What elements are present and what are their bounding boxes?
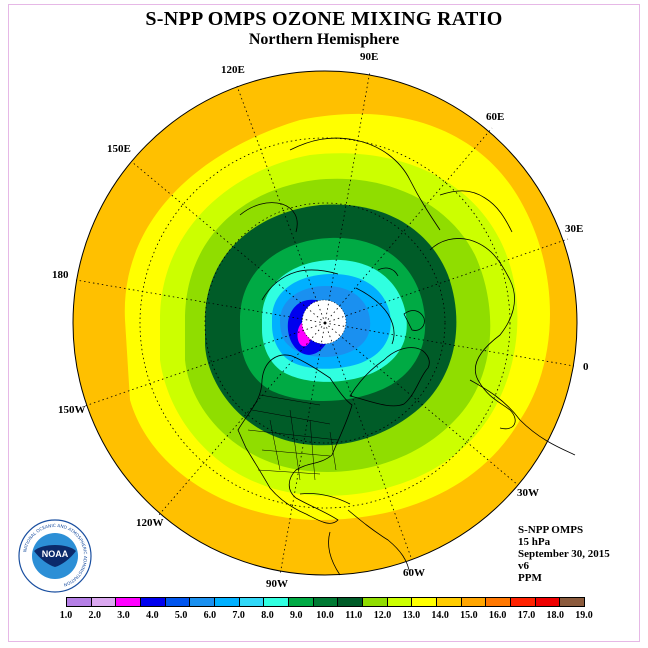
gulf-coast — [299, 493, 351, 505]
legend-tick-label: 15.0 — [460, 610, 478, 621]
legend-swatch — [189, 597, 215, 607]
siberia-coast — [355, 287, 395, 345]
legend-swatch — [115, 597, 141, 607]
asia-south-coast — [439, 190, 513, 233]
legend-swatch — [288, 597, 314, 607]
legend-swatch — [140, 597, 166, 607]
legend-tick-label: 10.0 — [316, 610, 334, 621]
legend-tick-label: 13.0 — [402, 610, 421, 621]
legend-tick-label: 3.0 — [117, 610, 130, 621]
info-instrument: S-NPP OMPS — [518, 524, 584, 536]
lon-label-60e: 60E — [486, 111, 504, 123]
legend-tick-label: 12.0 — [373, 610, 392, 621]
north-america-coast — [237, 354, 353, 524]
beringia-coast — [239, 202, 298, 233]
lon-label-150w: 150W — [58, 404, 86, 416]
lon-label-120w: 120W — [136, 517, 164, 529]
asia-east-coast — [289, 137, 441, 231]
ozone-field — [73, 71, 577, 575]
legend-swatch — [90, 597, 117, 607]
legend-tick-label: 5.0 — [174, 610, 188, 621]
info-date: September 30, 2015 — [518, 548, 610, 560]
legend-tick-label: 2.0 — [88, 610, 102, 621]
legend-tick-label: 16.0 — [488, 610, 507, 621]
legend-swatch — [485, 597, 511, 607]
south-america-coast — [328, 531, 341, 576]
legend-swatch — [238, 597, 265, 607]
coastlines — [237, 137, 576, 576]
meridian-120w — [157, 322, 326, 517]
legend-swatch — [510, 597, 536, 607]
lon-label-90w: 90W — [266, 578, 288, 590]
meridian-120e — [236, 85, 326, 324]
meridian-60w — [324, 322, 413, 561]
us-state-lines — [247, 394, 339, 481]
lon-label-60w: 60W — [403, 567, 425, 579]
info-units: PPM — [518, 572, 542, 584]
greenland-coast — [349, 347, 430, 407]
legend-swatch — [411, 597, 437, 607]
legend-tick-label: 9.0 — [289, 610, 303, 621]
legend-tick-label: 7.0 — [232, 610, 245, 621]
info-version: v6 — [518, 560, 529, 572]
lat-circle-60n — [204, 202, 446, 444]
lat-circle-30n — [139, 137, 511, 509]
graticule — [75, 70, 575, 576]
legend-swatch — [214, 597, 240, 607]
meridian-150e — [131, 161, 326, 324]
meridian-180 — [75, 279, 326, 324]
legend-swatch — [312, 597, 339, 607]
legend-swatch — [460, 597, 487, 607]
lon-label-30e: 30E — [565, 223, 583, 235]
novaya-zemlya-coast — [377, 267, 399, 277]
lon-label-150e: 150E — [107, 143, 131, 155]
map-frame — [8, 4, 640, 642]
africa-coast — [469, 379, 576, 456]
map-subtitle: Northern Hemisphere — [248, 31, 400, 48]
polar-no-data-dots — [301, 299, 347, 345]
color-legend — [66, 597, 585, 607]
legend-swatch — [559, 597, 585, 607]
legend-swatch — [534, 597, 561, 607]
legend-tick-label: 6.0 — [203, 610, 217, 621]
legend-swatch — [386, 597, 413, 607]
map-title: S-NPP OMPS OZONE MIXING RATIO — [145, 8, 503, 30]
legend-swatch — [362, 597, 388, 607]
legend-swatch — [337, 597, 363, 607]
state-borders — [247, 394, 339, 481]
legend-tick-label: 19.0 — [575, 610, 593, 621]
lon-label-120e: 120E — [221, 64, 245, 76]
legend-tick-label: 4.0 — [146, 610, 159, 621]
meridian-0 — [324, 322, 575, 367]
legend-tick-label: 11.0 — [345, 610, 363, 621]
info-pressure: 15 hPa — [518, 536, 551, 548]
lon-label-30w: 30W — [517, 487, 539, 499]
lon-label-90e: 90E — [360, 51, 378, 63]
noaa-logo: NATIONAL OCEANIC AND ATMOSPHERIC ADMINIS… — [18, 519, 92, 593]
arctic-coast — [261, 269, 339, 301]
legend-swatch — [263, 597, 289, 607]
logo-bird — [34, 545, 76, 567]
logo-text: NOAA — [42, 549, 69, 559]
meridian-30w — [324, 322, 519, 486]
lon-label-180: 180 — [52, 269, 69, 281]
legend-swatch — [436, 597, 462, 607]
legend-swatch — [66, 597, 92, 607]
europe-coast — [429, 238, 516, 430]
legend-tick-label: 18.0 — [546, 610, 564, 621]
lon-label-0: 0 — [583, 361, 589, 373]
longitude-labels: 90E 60E 30E 0 30W 60W 90W 120W 150W 180 … — [52, 51, 589, 590]
legend-tick-label: 8.0 — [261, 610, 274, 621]
legend-tick-label: 17.0 — [517, 610, 536, 621]
svalbard-coast — [403, 310, 425, 331]
globe-border — [72, 70, 578, 576]
central-america-coast — [347, 509, 411, 576]
legend-tick-label: 1.0 — [59, 610, 73, 621]
legend-swatch — [164, 597, 191, 607]
legend-tick-label: 14.0 — [431, 610, 449, 621]
